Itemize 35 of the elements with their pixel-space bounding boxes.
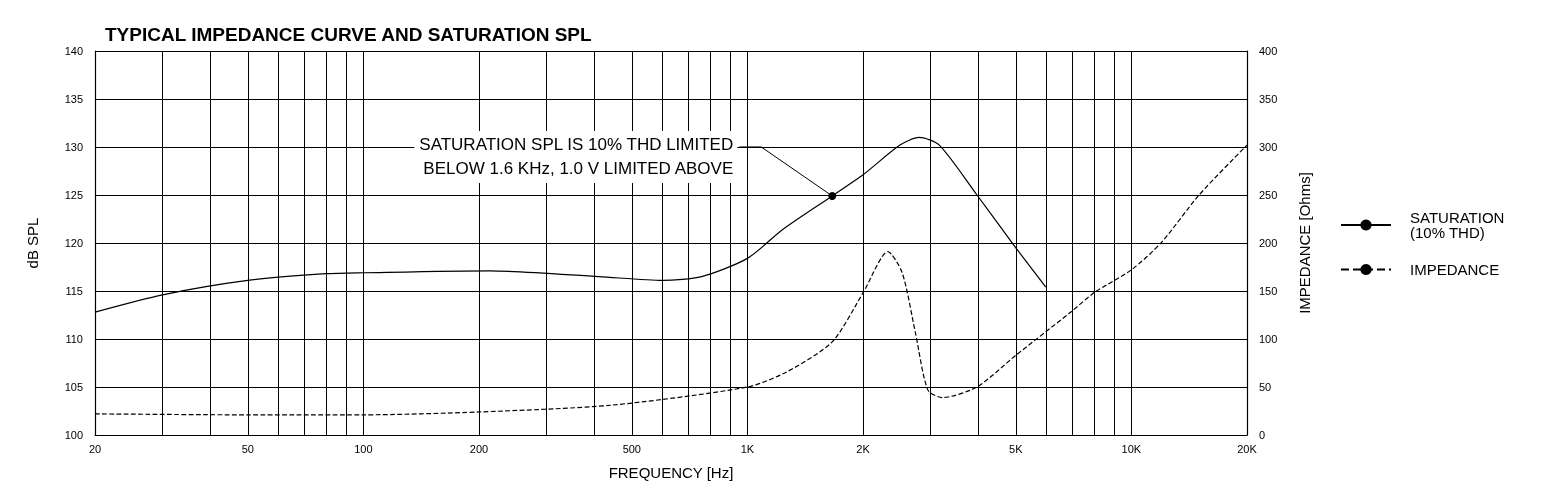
y2-axis-title: IMPEDANCE [Ohms]: [1296, 172, 1313, 314]
x-tick-label: 10K: [1121, 442, 1142, 455]
x-axis-title: FREQUENCY [Hz]: [608, 464, 734, 481]
x-tick-label: 20K: [1237, 442, 1258, 455]
y-tick-label: 125: [64, 189, 83, 201]
y2-tick-label: 350: [1259, 93, 1278, 105]
y-tick-label: 115: [65, 285, 83, 297]
y2-tick-label: 100: [1259, 333, 1278, 345]
y2-tick-label: 400: [1259, 45, 1278, 57]
y-tick-label: 105: [64, 381, 83, 393]
y-tick-label: 140: [64, 45, 83, 57]
y-axis-title: dB SPL: [24, 217, 41, 269]
y2-tick-label: 250: [1259, 189, 1278, 201]
y2-tick-label: 200: [1259, 237, 1278, 249]
y2-tick-label: 0: [1259, 429, 1266, 441]
x-tick-label: 20: [88, 442, 102, 455]
legend-label: IMPEDANCE: [1410, 261, 1500, 278]
legend-label: SATURATION (10% THD): [1410, 209, 1505, 241]
y-tick-label: 120: [64, 237, 83, 249]
y2-tick-label: 50: [1259, 381, 1272, 393]
y-tick-label: 100: [64, 429, 83, 441]
y-tick-label: 130: [64, 141, 83, 153]
annotation: SATURATION SPL IS 10% THD LIMITED BELOW 1.6 KHz, 1.0 V LIMITED ABOVE: [419, 135, 734, 179]
y-tick-label: 135: [64, 93, 83, 105]
y2-tick-label: 150: [1259, 285, 1278, 297]
x-tick-label: 5K: [1009, 442, 1024, 455]
y-tick-label: 110: [65, 333, 83, 345]
x-tick-label: 200: [469, 442, 489, 455]
x-tick-label: 500: [622, 442, 641, 455]
x-tick-label: 100: [354, 442, 373, 455]
x-tick-label: 2K: [856, 442, 871, 455]
y2-tick-label: 300: [1259, 141, 1278, 153]
chart-title: TYPICAL IMPEDANCE CURVE AND SATURATION SPL: [105, 24, 593, 45]
x-tick-label: 50: [241, 442, 254, 455]
x-tick-label: 1K: [740, 442, 755, 455]
